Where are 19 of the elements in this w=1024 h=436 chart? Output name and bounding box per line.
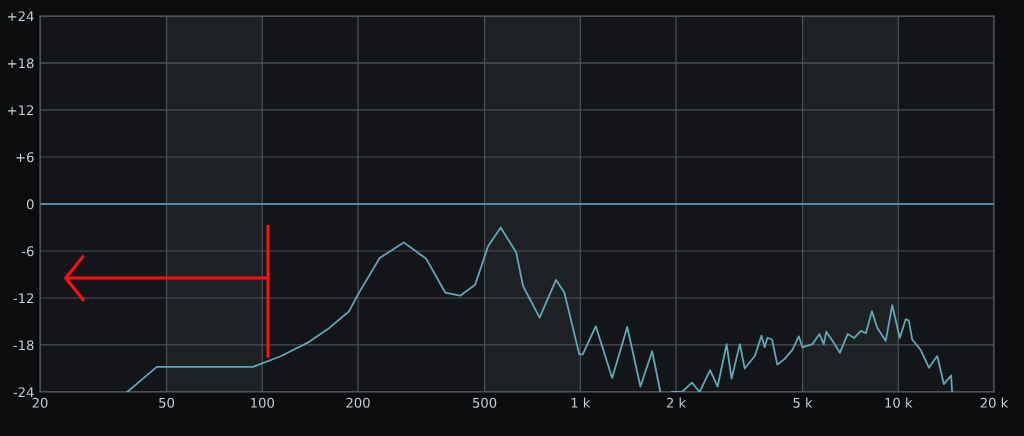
x-tick-label: 1 k <box>571 397 591 408</box>
y-tick-label: -24 <box>13 387 34 398</box>
y-tick-label: -12 <box>13 293 34 304</box>
y-tick-label: +12 <box>8 105 34 116</box>
y-tick-label: -18 <box>13 340 34 351</box>
x-tick-label: 5 k <box>793 397 813 408</box>
y-tick-label: +24 <box>8 11 34 22</box>
y-tick-label: +18 <box>8 58 34 69</box>
y-tick-label: -6 <box>21 246 34 257</box>
x-tick-label: 20 <box>32 397 48 408</box>
x-tick-label: 500 <box>472 397 497 408</box>
x-tick-label: 50 <box>159 397 175 408</box>
x-tick-label: 2 k <box>666 397 687 408</box>
y-tick-label: 0 <box>26 199 34 210</box>
x-tick-label: 200 <box>346 397 370 408</box>
y-tick-label: +6 <box>16 152 34 163</box>
x-tick-label: 100 <box>251 397 274 408</box>
x-tick-label: 10 k <box>885 397 913 408</box>
x-tick-label: 20 k <box>980 397 1009 408</box>
